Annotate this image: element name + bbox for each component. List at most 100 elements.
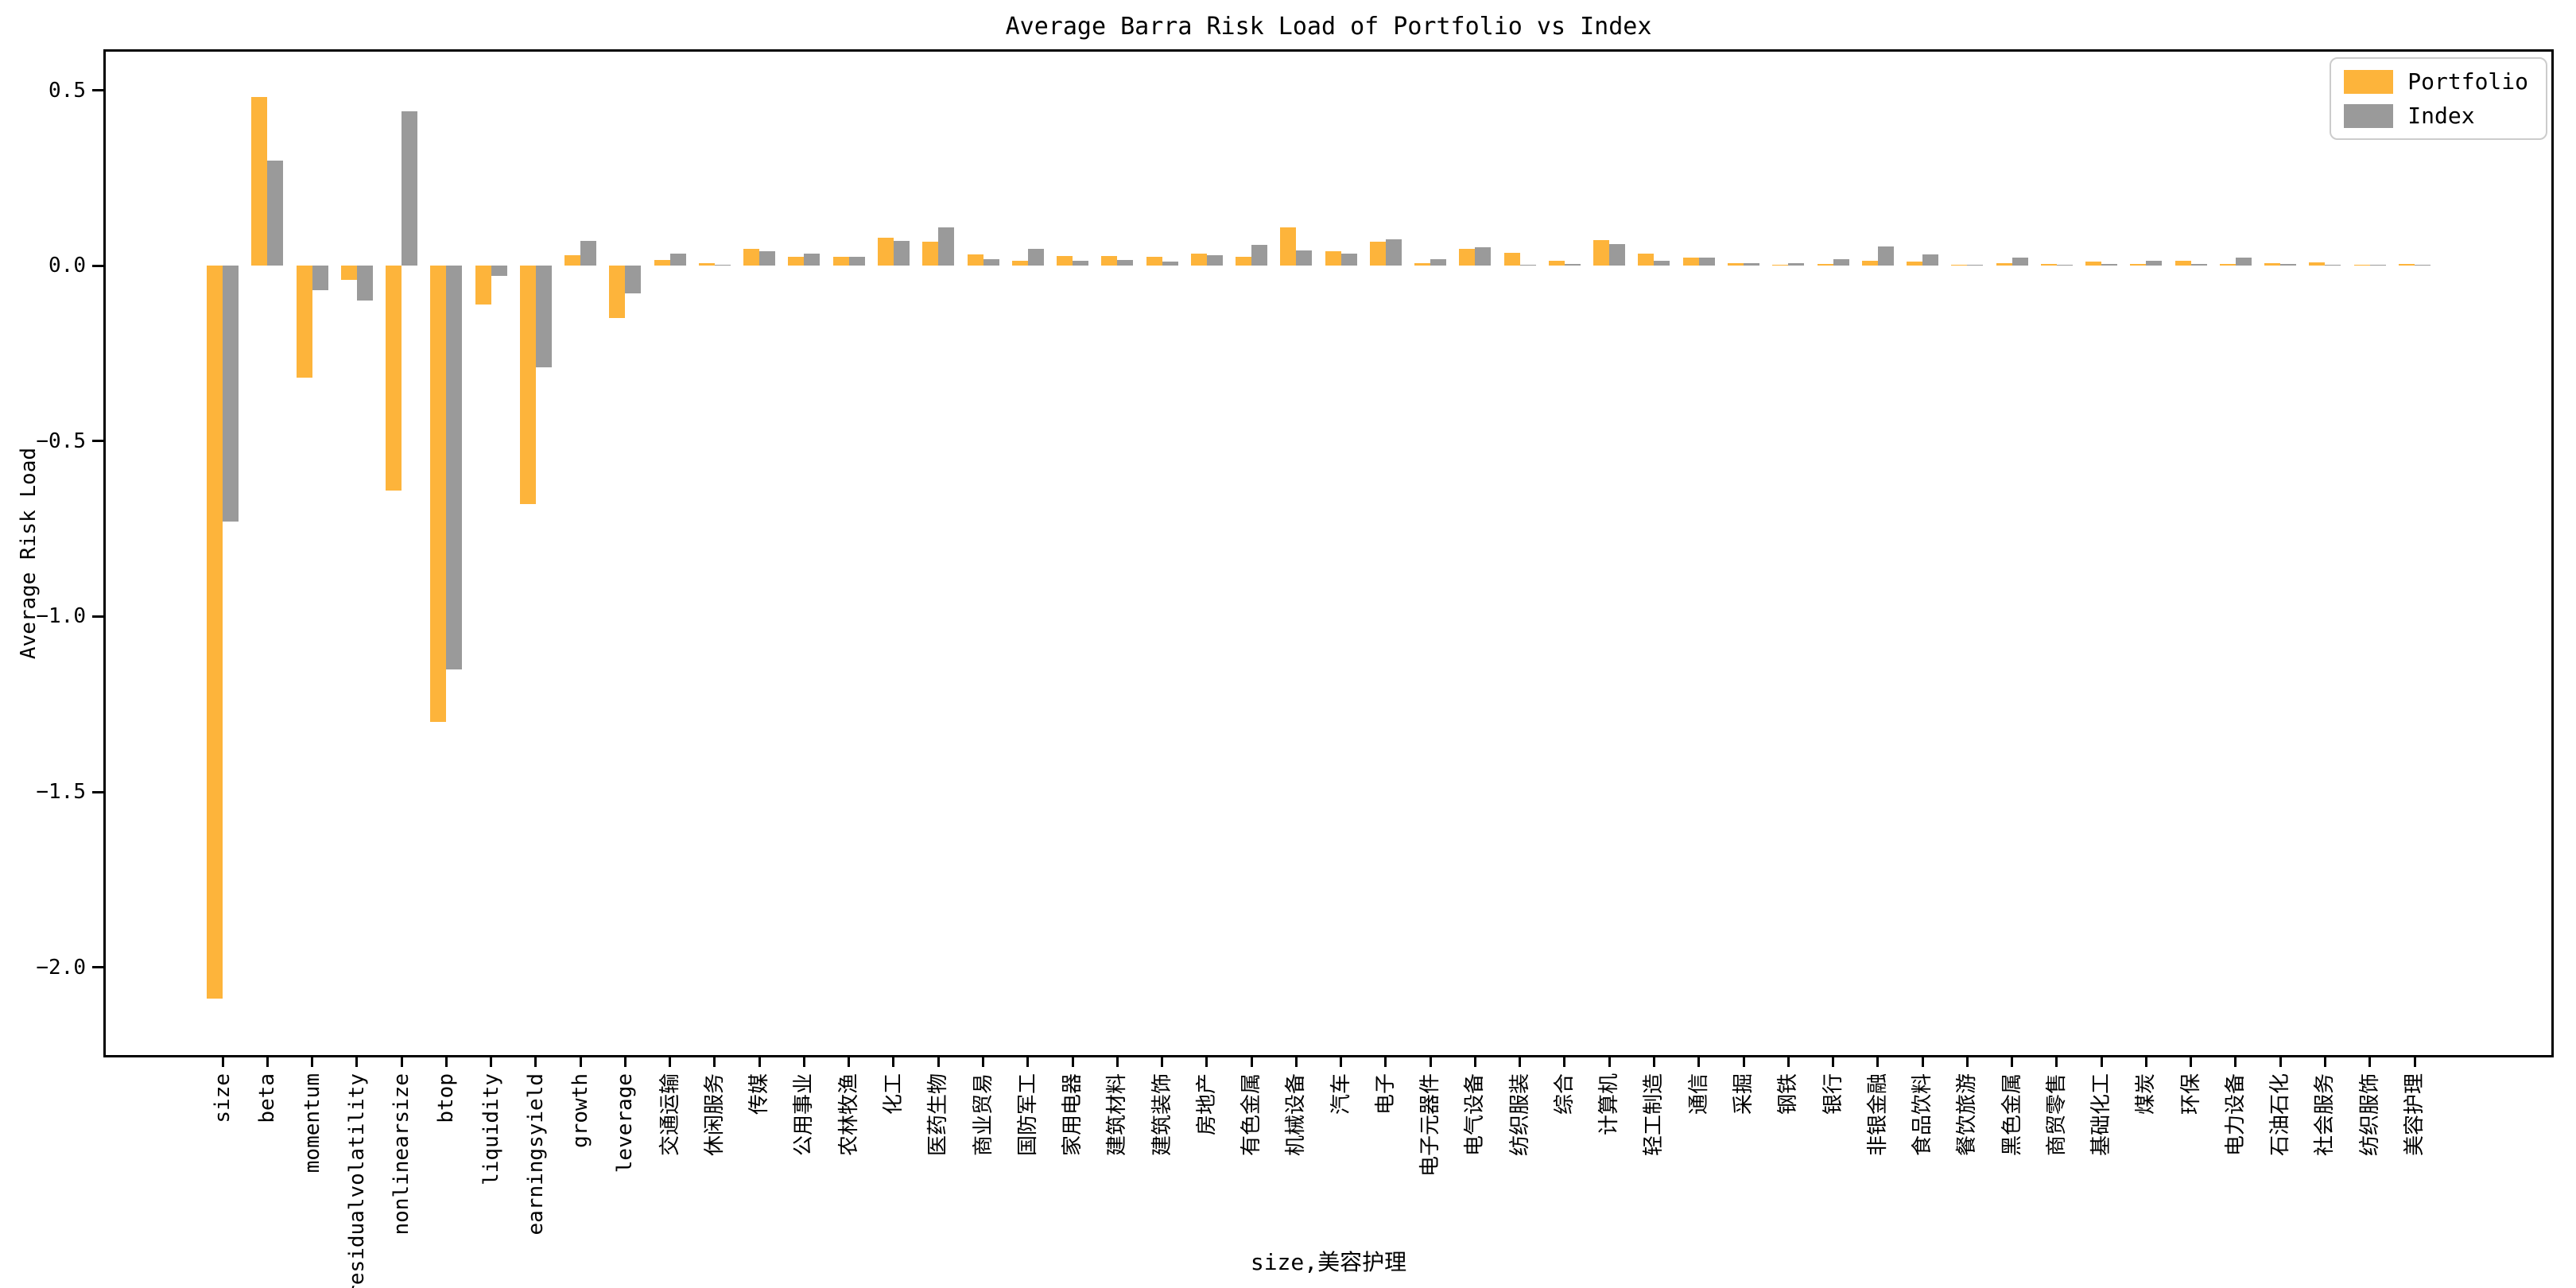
x-tick-label-text: 基础化工 xyxy=(2089,1073,2114,1157)
bar-portfolio-轻工制造 xyxy=(1638,254,1655,266)
bar-index-餐饮旅游 xyxy=(1967,264,1984,266)
x-tick-label-text: 医药生物 xyxy=(926,1073,951,1157)
bar-index-基础化工 xyxy=(2101,264,2118,266)
bar-index-电力设备 xyxy=(2235,258,2252,266)
bar-portfolio-煤炭 xyxy=(2130,263,2147,266)
y-tick-label: 0.5 xyxy=(48,78,86,103)
x-tick-mark xyxy=(802,1057,805,1067)
bar-index-leverage xyxy=(625,266,642,294)
bar-portfolio-纺织服饰 xyxy=(2353,264,2370,266)
y-tick-mark xyxy=(92,264,103,267)
x-tick-mark xyxy=(623,1057,627,1067)
y-tick-label: −2.0 xyxy=(36,955,86,980)
bar-portfolio-建筑材料 xyxy=(1101,256,1118,266)
bar-portfolio-交通运输 xyxy=(654,259,670,266)
x-tick-label-text: 采掘 xyxy=(1732,1073,1756,1115)
bar-portfolio-农林牧渔 xyxy=(832,257,849,266)
x-tick-label-钢铁: 钢铁 xyxy=(1776,1073,1818,1115)
x-tick-label-text: 汽车 xyxy=(1329,1073,1353,1115)
bar-index-家用电器 xyxy=(1073,261,1089,266)
x-tick-label-text: 石油石化 xyxy=(2268,1073,2293,1157)
x-tick-mark xyxy=(2323,1057,2326,1067)
x-tick-label-text: 银行 xyxy=(1821,1073,1845,1115)
bar-portfolio-beta xyxy=(251,97,268,266)
bar-portfolio-通信 xyxy=(1682,257,1699,266)
y-axis-label: Average Risk Load xyxy=(11,49,46,1057)
x-tick-mark xyxy=(400,1057,403,1067)
bar-portfolio-size xyxy=(207,266,223,999)
bar-index-交通运输 xyxy=(669,254,686,266)
x-tick-mark xyxy=(1115,1057,1119,1067)
x-tick-label-text: 商贸零售 xyxy=(2044,1073,2069,1157)
x-tick-mark xyxy=(1205,1057,1208,1067)
bar-index-nonlinearsize xyxy=(402,111,418,266)
legend-portfolio-label: Portfolio xyxy=(2407,68,2528,95)
x-tick-mark xyxy=(2011,1057,2014,1067)
bar-portfolio-有色金属 xyxy=(1236,256,1252,266)
x-tick-label-text: 非银金融 xyxy=(1865,1073,1890,1157)
x-tick-mark xyxy=(982,1057,984,1067)
x-tick-label-text: size xyxy=(211,1073,235,1123)
legend-portfolio-swatch-icon xyxy=(2344,69,2394,94)
x-tick-label-text: 机械设备 xyxy=(1284,1073,1309,1157)
x-tick-mark xyxy=(758,1057,761,1067)
bar-portfolio-机械设备 xyxy=(1280,227,1297,266)
x-tick-label-汽车: 汽车 xyxy=(1329,1073,1371,1115)
x-tick-label-text: 建筑材料 xyxy=(1105,1073,1130,1157)
bar-index-非银金融 xyxy=(1877,246,1894,266)
bar-portfolio-汽车 xyxy=(1325,250,1341,266)
x-tick-label-text: 化工 xyxy=(881,1073,906,1115)
bar-portfolio-growth xyxy=(564,254,581,266)
x-tick-mark xyxy=(579,1057,582,1067)
x-tick-mark xyxy=(2055,1057,2058,1067)
bar-index-通信 xyxy=(1698,258,1715,266)
x-tick-label-text: 美容护理 xyxy=(2403,1073,2427,1157)
bar-portfolio-商业贸易 xyxy=(967,254,983,266)
x-tick-mark xyxy=(1787,1057,1790,1067)
bar-index-银行 xyxy=(1833,259,1849,266)
y-tick-mark xyxy=(92,790,103,793)
x-tick-label-text: 纺织服饰 xyxy=(2357,1073,2382,1157)
bar-index-有色金属 xyxy=(1251,244,1268,266)
x-tick-mark xyxy=(2190,1057,2193,1067)
x-tick-label-采掘: 采掘 xyxy=(1732,1073,1774,1115)
bar-portfolio-食品饮料 xyxy=(1907,261,1923,266)
x-tick-mark xyxy=(1742,1057,1745,1067)
x-tick-label-btop: btop xyxy=(434,1073,485,1123)
x-tick-label-煤炭: 煤炭 xyxy=(2134,1073,2176,1115)
bar-portfolio-黑色金属 xyxy=(1996,263,2012,266)
x-tick-label-beta: beta xyxy=(255,1073,306,1123)
bar-index-环保 xyxy=(2190,263,2207,266)
bar-index-建筑材料 xyxy=(1117,260,1134,266)
bar-index-liquidity xyxy=(491,266,507,277)
bar-index-美容护理 xyxy=(2415,264,2431,266)
bar-portfolio-leverage xyxy=(609,266,626,319)
chart-title: Average Barra Risk Load of Portfolio vs … xyxy=(1005,13,1652,41)
x-tick-mark xyxy=(1697,1057,1701,1067)
bar-index-earningsyield xyxy=(535,266,552,368)
bar-index-机械设备 xyxy=(1296,250,1313,266)
x-tick-label-text: btop xyxy=(434,1073,459,1123)
bar-portfolio-银行 xyxy=(1817,264,1833,266)
x-tick-mark xyxy=(1921,1057,1924,1067)
x-tick-label-化工: 化工 xyxy=(882,1073,924,1115)
x-tick-mark xyxy=(2144,1057,2147,1067)
bar-portfolio-residualvolatility xyxy=(340,266,357,280)
x-tick-label-size: size xyxy=(211,1073,262,1123)
bar-index-电子 xyxy=(1385,239,1402,266)
bar-index-农林牧渔 xyxy=(848,257,865,266)
y-tick-mark xyxy=(92,615,103,618)
x-tick-mark xyxy=(848,1057,851,1067)
bar-portfolio-餐饮旅游 xyxy=(1951,264,1968,266)
bar-portfolio-商贸零售 xyxy=(2040,264,2057,266)
x-tick-label-text: 黑色金属 xyxy=(2000,1073,2024,1157)
bar-index-采掘 xyxy=(1744,262,1760,266)
bar-index-食品饮料 xyxy=(1922,254,1939,266)
x-tick-label-text: 电力设备 xyxy=(2223,1073,2248,1157)
x-tick-label-text: 综合 xyxy=(1552,1073,1577,1115)
legend-index-label: Index xyxy=(2407,103,2475,129)
bar-index-石油石化 xyxy=(2280,263,2297,266)
y-tick-mark xyxy=(92,440,103,443)
x-tick-label-text: 社会服务 xyxy=(2313,1073,2337,1157)
x-tick-mark xyxy=(1876,1057,1880,1067)
